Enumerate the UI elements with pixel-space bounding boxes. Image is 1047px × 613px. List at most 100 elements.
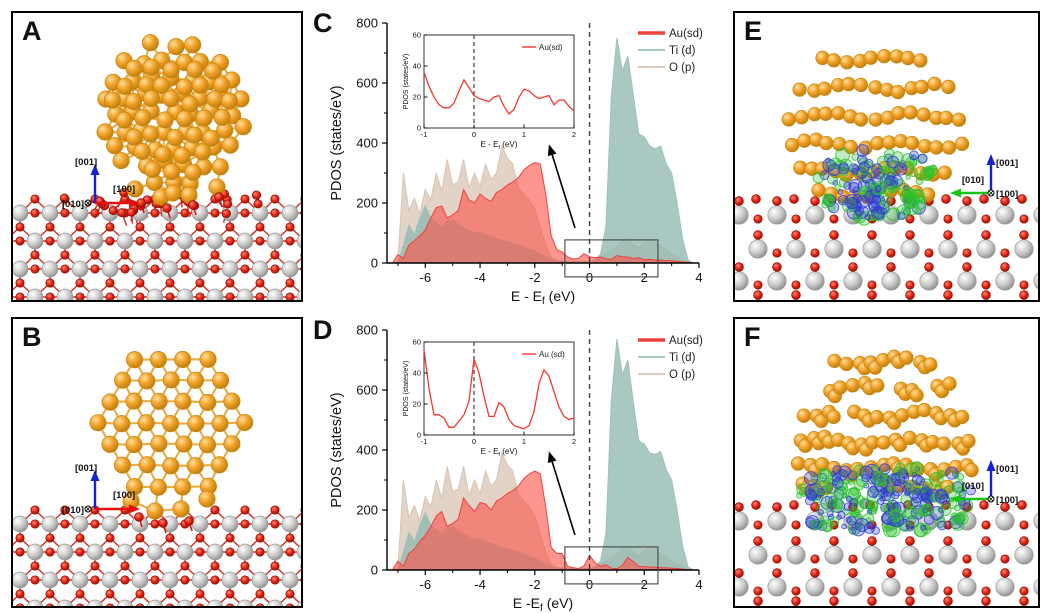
structure-charge-density-e: [001] [010] [100]: [735, 49, 1038, 300]
x-tick-label: -6: [420, 577, 432, 592]
gold-cluster: [96, 34, 252, 219]
zoom-region: [547, 451, 659, 585]
tio2-slab: [735, 194, 1038, 300]
inset-au-curve: [423, 71, 575, 115]
x-tick-label: 4: [695, 577, 702, 592]
panel-label-e: E: [744, 16, 763, 46]
y-tick-label: 0: [371, 256, 378, 271]
panel-d: D 0 200 400 600 800 -6 -4 -2 0 2 4 PDOS (states/eV)…: [305, 314, 712, 613]
y-tick-label: 600: [356, 383, 378, 398]
x-tick-label: -2: [529, 577, 541, 592]
svg-text:2: 2: [572, 130, 576, 139]
svg-text:60: 60: [413, 31, 421, 40]
panel-label-b: B: [22, 322, 42, 352]
axis-label-010: [010]: [62, 505, 84, 516]
series-ausd: [392, 470, 699, 571]
axis-gizmo: [001] [100] [010]: [62, 157, 140, 210]
legend-label: O (p): [669, 62, 695, 74]
legend-label: Au(sd): [669, 28, 703, 40]
svg-text:40: 40: [413, 369, 421, 378]
axis-label-100: [100]: [996, 189, 1018, 200]
panel-label-f: F: [744, 322, 761, 352]
axis-label-100: [100]: [113, 184, 135, 195]
structure-au-cluster-a: [001] [100] [010]: [13, 34, 301, 300]
x-axis-label: E - Ef (eV): [511, 288, 575, 307]
inset-legend-label: Au (sd): [539, 350, 565, 359]
inset-y-axis-label: PDOS (states/eV): [403, 54, 410, 110]
axis-gizmo: [001] [010] [100]: [950, 154, 1018, 200]
x-tick-label: -6: [420, 270, 432, 285]
axis-label-010: [010]: [62, 199, 84, 210]
y-axis-label: PDOS (states/eV): [329, 392, 345, 507]
axis-label-001: [001]: [75, 463, 97, 474]
svg-text:20: 20: [413, 93, 421, 102]
series-ausd: [392, 161, 699, 264]
svg-text:1: 1: [522, 130, 526, 139]
panel-c: C 0 200 400 600 800 -6 -4 -2 0 2 4 PDOS (states/eV)…: [305, 7, 712, 307]
tio2-slab: [13, 505, 301, 606]
svg-text:20: 20: [413, 400, 421, 409]
inset-y-axis-label: PDOS (states/eV): [403, 361, 410, 417]
axis-label-100: [100]: [996, 495, 1018, 506]
y-tick-label: 800: [356, 323, 378, 338]
legend: Au(sd) Ti (d) O (p): [638, 28, 703, 74]
axis-label-001: [001]: [996, 464, 1018, 475]
axis-gizmo: [001] [100] [010]: [62, 463, 140, 516]
pdos-series: [392, 338, 699, 571]
tio2-slab: [735, 500, 1038, 606]
structure-au-cluster-b: [001] [100] [010]: [13, 350, 301, 606]
legend-label: Ti (d): [669, 352, 696, 364]
zoom-region: [547, 144, 659, 278]
y-tick-label: 200: [356, 503, 378, 518]
svg-text:40: 40: [413, 62, 421, 71]
x-tick-label: -2: [529, 270, 541, 285]
x-tick-label: 0: [586, 270, 593, 285]
svg-text:0: 0: [472, 437, 476, 446]
svg-text:E - Ef (eV): E - Ef (eV): [481, 447, 518, 458]
svg-text:0: 0: [417, 431, 421, 440]
axis-label-010: [010]: [962, 481, 984, 492]
structure-charge-density-f: [001] [010] [100]: [735, 349, 1038, 606]
panel-label-d: D: [313, 315, 333, 345]
svg-text:60: 60: [413, 338, 421, 347]
x-axis-label: E -Ef (eV): [513, 595, 573, 613]
highlight-box: [564, 239, 659, 278]
inset-legend-label: Au(sd): [539, 43, 563, 52]
x-tick-label: 2: [641, 270, 648, 285]
gold-nanoparticle: [781, 49, 970, 205]
y-tick-label: 400: [356, 136, 378, 151]
svg-text:1: 1: [522, 437, 526, 446]
legend: Au(sd) Ti (d) O (p): [638, 335, 703, 381]
axis-label-001: [001]: [75, 157, 97, 168]
charge-density-isosurface: [812, 144, 939, 226]
x-tick-label: 2: [641, 577, 648, 592]
y-tick-label: 600: [356, 76, 378, 91]
y-tick-label: 400: [356, 443, 378, 458]
svg-text:-1: -1: [421, 437, 428, 446]
y-tick-label: 800: [356, 16, 378, 31]
x-tick-label: 4: [695, 270, 702, 285]
y-axis-label: PDOS (states/eV): [329, 85, 345, 200]
charge-density-isosurface: [796, 461, 977, 538]
panel-f: F [001] [010] [100]: [733, 317, 1040, 608]
panel-b: B [001] [100] [010]: [11, 317, 303, 608]
highlight-box: [564, 546, 659, 585]
gold-nanoparticle: [790, 349, 979, 500]
gold-cluster: [89, 350, 254, 534]
y-tick-label: 200: [356, 196, 378, 211]
panel-a: A [001] [100] [010]: [11, 11, 303, 302]
svg-text:2: 2: [572, 437, 576, 446]
panel-label-a: A: [22, 16, 42, 46]
x-tick-label: -4: [474, 577, 486, 592]
legend-label: Au(sd): [669, 335, 703, 347]
svg-text:0: 0: [472, 130, 476, 139]
x-tick-label: 0: [586, 577, 593, 592]
axis-gizmo: [001] [010] [100]: [950, 460, 1018, 506]
legend-label: O (p): [669, 369, 695, 381]
